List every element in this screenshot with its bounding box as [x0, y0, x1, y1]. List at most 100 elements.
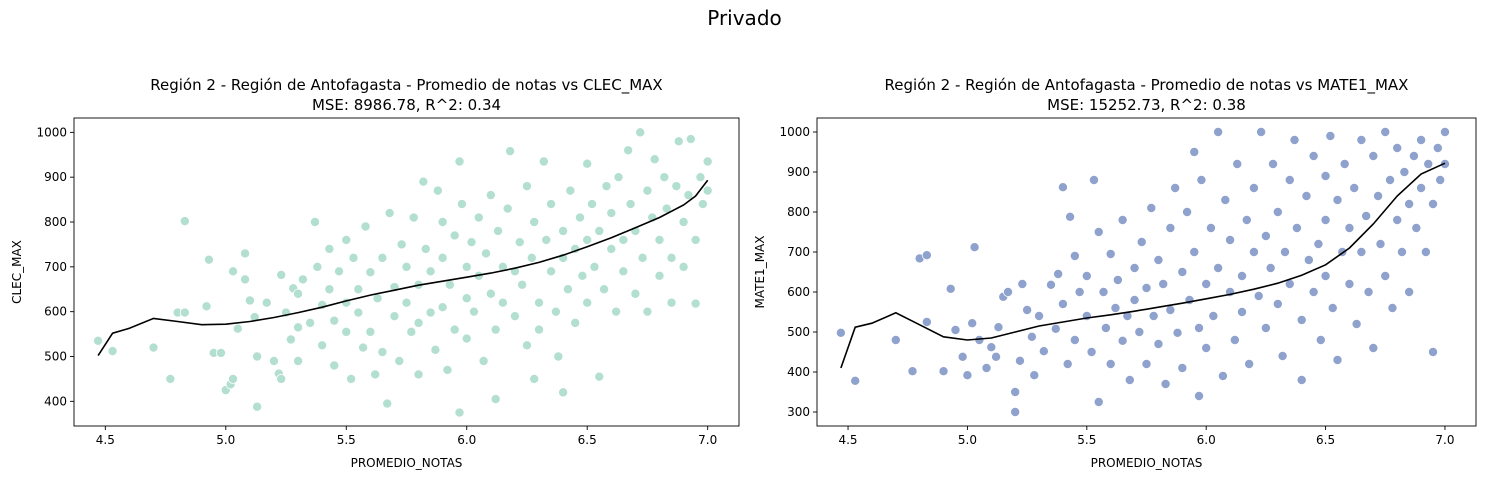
scatter-point [1165, 304, 1176, 315]
chart-title: Región 2 - Región de Antofagasta - Prome… [885, 76, 1409, 95]
scatter-point [1129, 262, 1140, 273]
x-tick-label: 7.0 [698, 433, 717, 447]
scatter-point [654, 270, 665, 281]
scatter-point [546, 199, 557, 210]
scatter-point [1189, 246, 1200, 257]
scatter-point [1272, 206, 1283, 217]
scatter-point [1205, 222, 1216, 233]
scatter-point [666, 252, 677, 263]
y-tick-label: 400 [787, 365, 810, 379]
scatter-point [454, 156, 465, 167]
scatter-point [1050, 323, 1061, 334]
scatter-point [329, 360, 340, 371]
scatter-point [401, 261, 412, 272]
scatter-point [534, 297, 545, 308]
scatter-point [565, 185, 576, 196]
scatter-point [329, 315, 340, 326]
scatter-point [1296, 374, 1307, 385]
scatter-point [1332, 194, 1343, 205]
scatter-point [425, 266, 436, 277]
y-axis-label: CLEC_MAX [10, 240, 24, 304]
scatter-point [1320, 270, 1331, 281]
scatter-point [437, 302, 448, 313]
scatter-point [521, 181, 532, 192]
chart-title: Región 2 - Región de Antofagasta - Prome… [150, 76, 662, 95]
scatter-point [1158, 278, 1169, 289]
scatter-point [618, 266, 629, 277]
scatter-point [550, 306, 561, 317]
scatter-point [297, 274, 308, 285]
scatter-point [312, 261, 323, 272]
scatter-point [1404, 198, 1415, 209]
scatter-point [1284, 174, 1295, 185]
scatter-point [659, 172, 670, 183]
scatter-point [1232, 158, 1243, 169]
scatter-point [1201, 342, 1212, 353]
scatter-point [1165, 222, 1176, 233]
scatter-point [293, 288, 304, 299]
scatter-point [1320, 214, 1331, 225]
x-tick-label: 5.5 [1077, 433, 1096, 447]
scatter-point [240, 274, 251, 285]
scatter-point [907, 366, 918, 377]
scatter-point [466, 237, 477, 248]
scatter-point [107, 346, 118, 357]
scatter-point [1356, 134, 1367, 145]
scatter-point [1428, 346, 1439, 357]
scatter-point [635, 127, 646, 138]
figure-suptitle: Privado [707, 6, 782, 30]
trend-line [97, 179, 709, 357]
scatter-point [1117, 214, 1128, 225]
x-axis-label: PROMEDIO_NOTAS [351, 456, 463, 470]
scatter-point [244, 295, 255, 306]
scatter-point [485, 190, 496, 201]
scatter-point [1392, 142, 1403, 153]
scatter-point [1404, 286, 1415, 297]
x-tick-label: 5.0 [958, 433, 977, 447]
scatter-point [538, 156, 549, 167]
y-tick-label: 900 [44, 170, 67, 184]
scatter-point [1053, 268, 1064, 279]
scatter-point [526, 252, 537, 263]
scatter-point [1301, 190, 1312, 201]
scatter-point [702, 156, 713, 167]
scatter-point [1432, 142, 1443, 153]
scatter-point [1361, 210, 1372, 221]
scatter-point [1260, 230, 1271, 241]
chart-panel-2: Región 2 - Región de Antofagasta - Prome… [753, 76, 1477, 470]
y-tick-label: 400 [44, 394, 67, 408]
scatter-point [305, 317, 316, 328]
scatter-point [1385, 174, 1396, 185]
scatter-point [201, 301, 212, 312]
scatter-point [950, 324, 961, 335]
scatter-point [1308, 286, 1319, 297]
scatter-point [601, 181, 612, 192]
scatter-point [461, 333, 472, 344]
scatter-point [1260, 322, 1271, 333]
scatter-point [1332, 354, 1343, 365]
scatter-point [962, 370, 973, 381]
scatter-point [1315, 334, 1326, 345]
scatter-point [358, 342, 369, 353]
scatter-point [1339, 158, 1350, 169]
scatter-point [1265, 262, 1276, 273]
scatter-point [1136, 236, 1147, 247]
scatter-point [1327, 302, 1338, 313]
y-tick-label: 600 [44, 305, 67, 319]
scatter-point [690, 298, 701, 309]
scatter-point [1172, 327, 1183, 338]
scatter-point [1117, 335, 1128, 346]
x-tick-label: 7.0 [1435, 433, 1454, 447]
y-tick-label: 1000 [36, 125, 67, 139]
scatter-point [293, 322, 304, 333]
scatter-point [671, 181, 682, 192]
scatter-point [1110, 302, 1121, 313]
scatter-point [456, 199, 467, 210]
chart-subtitle: MSE: 8986.78, R^2: 0.34 [312, 96, 501, 114]
scatter-point [240, 248, 251, 259]
scatter-point [541, 234, 552, 245]
scatter-point [1022, 304, 1033, 315]
scatter-point [1105, 248, 1116, 259]
scatter-point [1411, 222, 1422, 233]
scatter-point [334, 266, 345, 277]
